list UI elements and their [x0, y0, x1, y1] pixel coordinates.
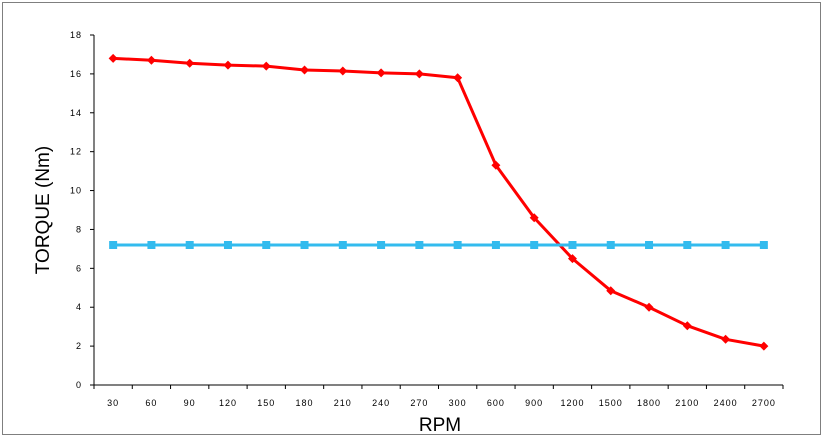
data-point-diamond	[300, 65, 310, 75]
y-tick-label: 6	[76, 263, 82, 273]
x-tick-label: 180	[296, 398, 314, 408]
y-tick-label: 10	[70, 186, 82, 196]
x-tick-label: 270	[410, 398, 428, 408]
y-tick-label: 16	[70, 69, 82, 79]
data-point-square	[683, 241, 692, 249]
x-tick-label: 2700	[752, 398, 776, 408]
x-tick-label: 150	[257, 398, 275, 408]
series-1	[109, 241, 768, 249]
data-point-diamond	[606, 286, 616, 296]
y-tick-label: 18	[70, 30, 82, 40]
data-point-diamond	[338, 66, 348, 76]
y-tick-label: 12	[70, 147, 82, 157]
x-tick-label: 300	[449, 398, 467, 408]
data-point-diamond	[453, 73, 463, 83]
x-tick-label: 210	[334, 398, 352, 408]
axes	[93, 35, 783, 386]
x-axis-title: RPM	[419, 415, 461, 436]
x-tick-label: 240	[372, 398, 390, 408]
data-point-square	[300, 241, 309, 249]
data-point-square	[568, 241, 577, 249]
x-ticks: 30 60 90 120 150 180 210 240 270 300 600 900 1200 150…	[93, 385, 784, 408]
data-point-square	[453, 241, 462, 249]
series-layer	[108, 53, 769, 351]
series-0	[108, 53, 769, 351]
data-point-square	[338, 241, 347, 249]
data-point-diamond	[376, 68, 386, 78]
data-point-diamond	[146, 55, 156, 65]
x-tick-label: 30	[107, 398, 119, 408]
x-tick-label: 120	[219, 398, 237, 408]
data-point-square	[262, 241, 271, 249]
y-tick-label: 2	[76, 341, 82, 351]
x-tick-label: 2400	[714, 398, 738, 408]
data-point-square	[223, 241, 232, 249]
torque-chart: 0 2 4 6 8 10 12 14 16 18 30 60 90 120 150 180 210 240 270…	[33, 30, 784, 436]
data-point-diamond	[644, 302, 654, 312]
x-tick-label: 60	[145, 398, 157, 408]
x-tick-label: 1200	[560, 398, 584, 408]
y-tick-label: 14	[70, 108, 82, 118]
data-point-diamond	[223, 60, 233, 70]
x-tick-label: 900	[525, 398, 543, 408]
data-point-square	[415, 241, 424, 249]
data-point-diamond	[567, 254, 577, 264]
series-line	[113, 56, 765, 348]
data-point-square	[530, 241, 539, 249]
data-point-square	[606, 241, 615, 249]
y-ticks: 0 2 4 6 8 10 12 14 16 18	[70, 30, 94, 390]
x-tick-label: 1800	[637, 398, 661, 408]
data-point-square	[185, 241, 194, 249]
data-point-square	[147, 241, 156, 249]
y-axis-title: TORQUE (Nm)	[33, 146, 54, 274]
data-point-diamond	[185, 58, 195, 68]
y-tick-label: 8	[76, 224, 82, 234]
data-point-square	[491, 241, 500, 249]
data-point-square	[645, 241, 654, 249]
y-tick-label: 0	[76, 380, 82, 390]
data-point-diamond	[261, 61, 271, 71]
data-point-diamond	[682, 321, 692, 331]
x-tick-label: 90	[184, 398, 196, 408]
x-tick-label: 600	[487, 398, 505, 408]
x-tick-label: 2100	[675, 398, 699, 408]
x-tick-label: 1500	[599, 398, 623, 408]
data-point-diamond	[759, 341, 769, 351]
data-point-diamond	[529, 213, 539, 223]
data-point-diamond	[108, 53, 118, 63]
data-point-square	[377, 241, 386, 249]
data-point-square	[109, 241, 118, 249]
data-point-diamond	[414, 69, 424, 79]
data-point-diamond	[721, 334, 731, 344]
y-tick-label: 4	[76, 302, 82, 312]
data-point-square	[759, 241, 768, 249]
data-point-diamond	[491, 160, 501, 170]
data-point-square	[721, 241, 730, 249]
